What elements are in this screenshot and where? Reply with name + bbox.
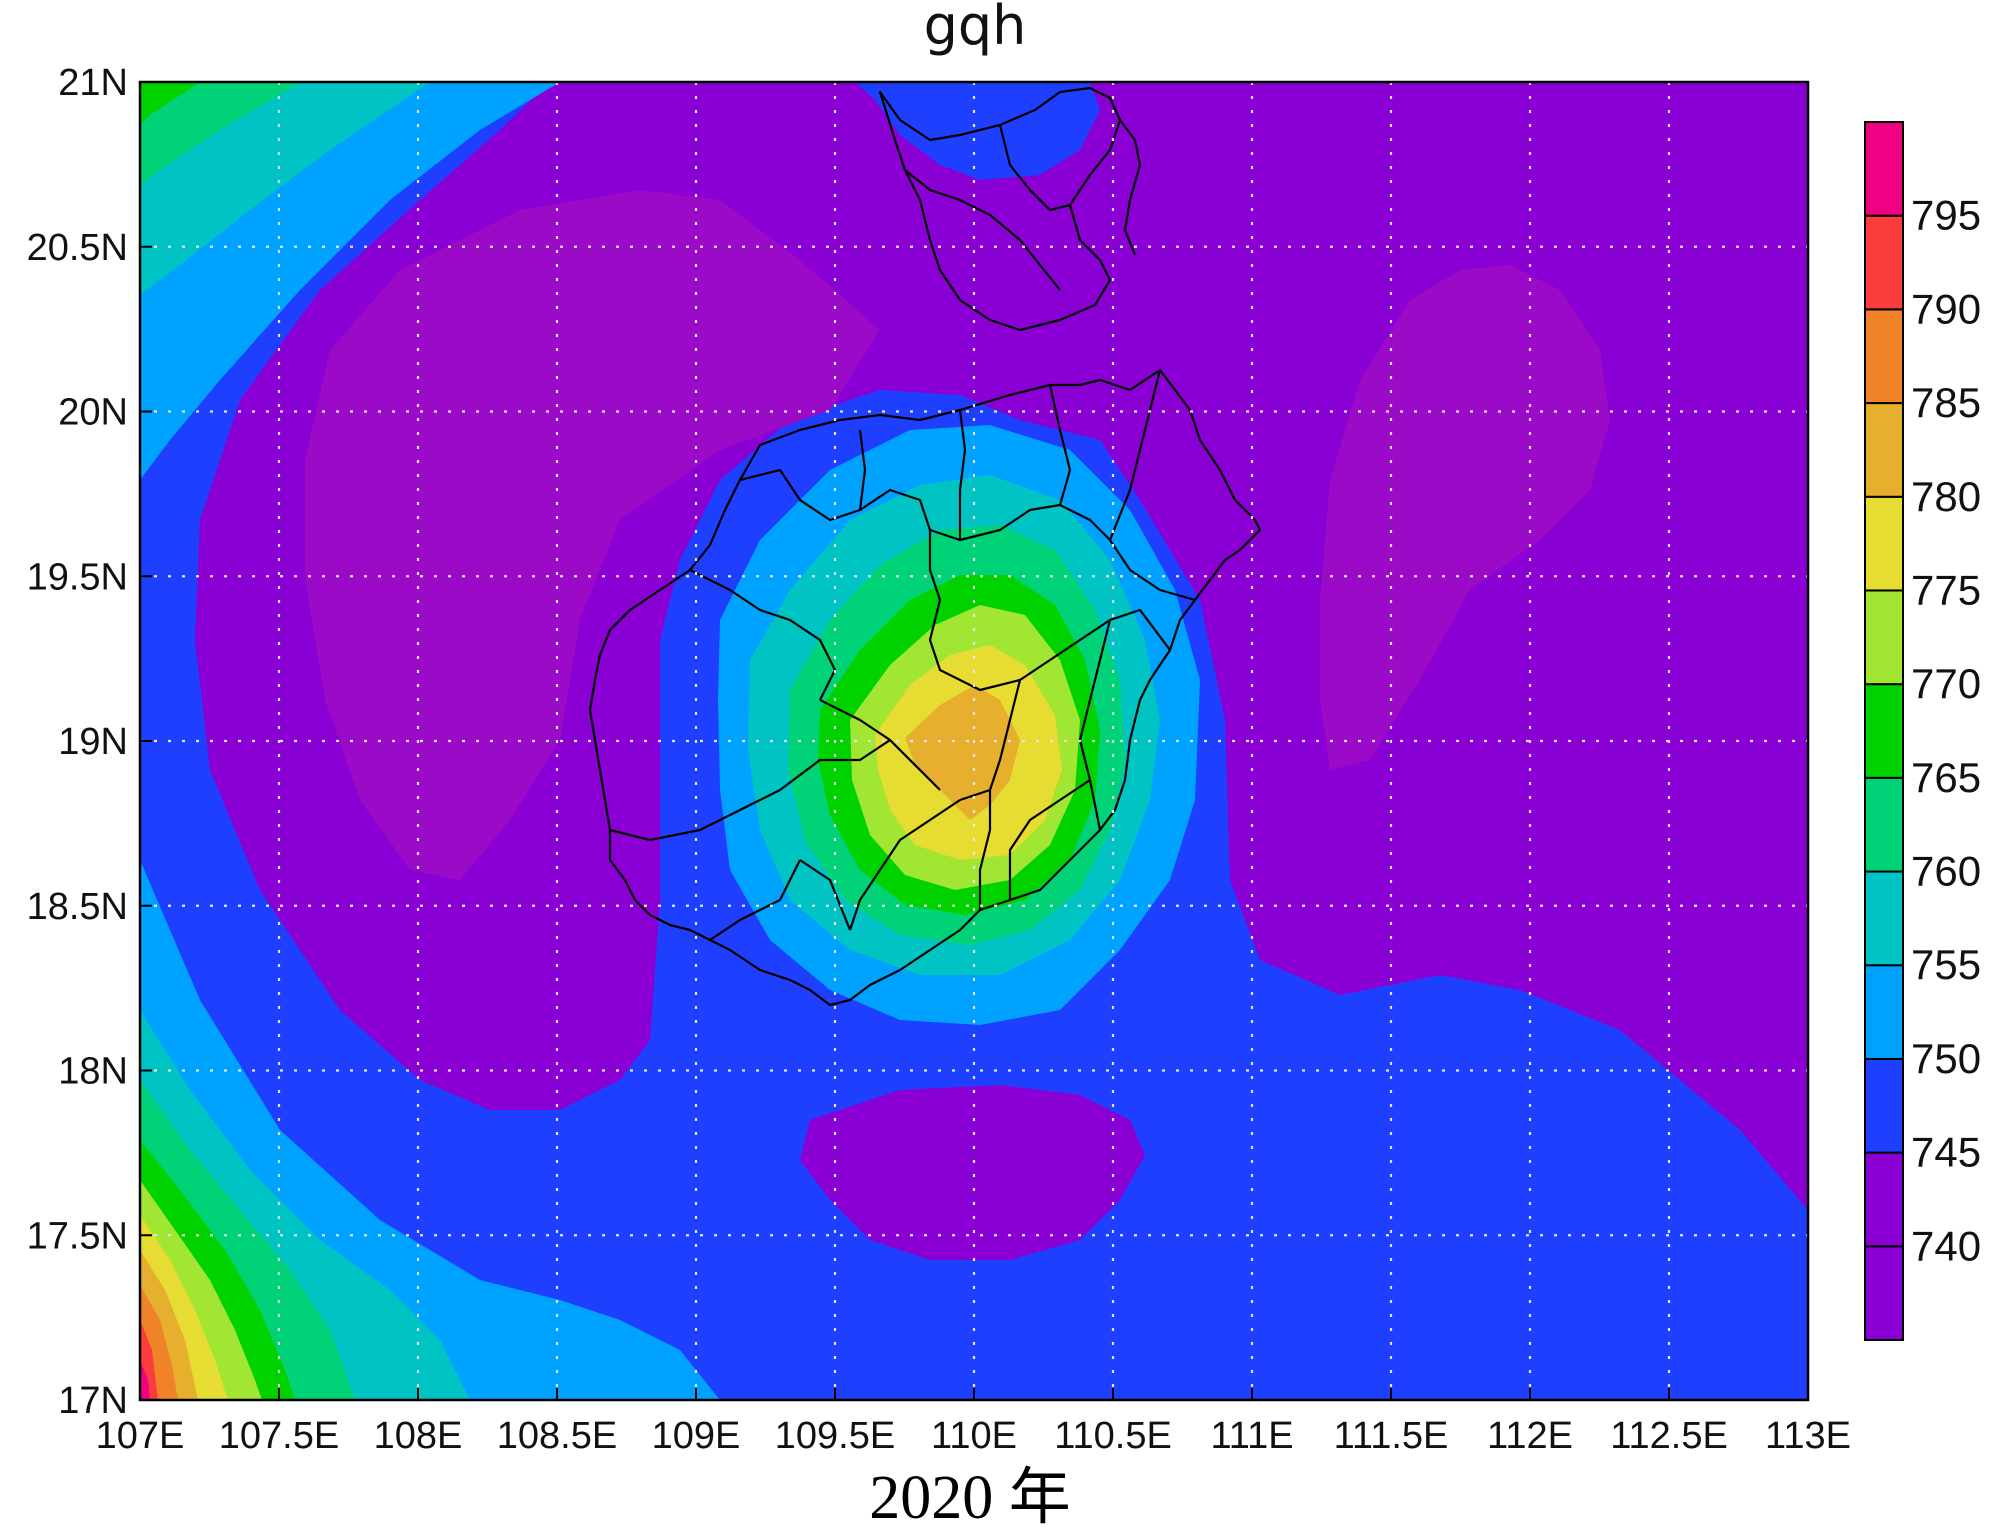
lon-tick-label: 113E — [1765, 1415, 1851, 1457]
lon-tick-label: 107.5E — [219, 1415, 339, 1457]
lat-tick-label: 20N — [58, 392, 128, 434]
colorbar-label: 740 — [1911, 1222, 1981, 1269]
colorbar-swatch — [1864, 1057, 1904, 1154]
hainan-boundary-r — [709, 859, 801, 941]
colorbar-swatch — [1864, 776, 1904, 873]
colorbar-label: 780 — [1911, 473, 1981, 520]
hainan-boundary-b — [858, 429, 867, 511]
leizhou-coast — [878, 86, 1122, 332]
lat-tick-label: 18.5N — [27, 886, 128, 928]
colorbar-swatch — [1864, 589, 1904, 686]
lat-tick-label: 17N — [58, 1380, 128, 1422]
longitude-axis: 107E 107.5E 108E 108.5E 109E 109.5E 110E 110.5E… — [96, 1388, 1851, 1457]
colorbar-swatch — [1864, 214, 1904, 311]
hainan-coast — [588, 368, 1262, 1007]
lat-tick-label: 21N — [58, 62, 128, 104]
contour-765-nw — [140, 82, 200, 125]
colorbar-label: 795 — [1911, 192, 1981, 239]
hainan-boundary-h — [928, 530, 1051, 692]
colorbar-label: 745 — [1911, 1129, 1981, 1176]
hainan-boundary-f — [1109, 539, 1196, 602]
lon-tick-label: 111.5E — [1334, 1415, 1449, 1457]
hainan-boundary-m — [609, 739, 891, 842]
colorbar-swatch — [1864, 870, 1904, 967]
colorbar-label: 770 — [1911, 660, 1981, 707]
hainan-boundary-d — [1048, 384, 1072, 506]
coastline-boundaries — [588, 86, 1262, 1007]
hainan-boundary-c — [958, 409, 967, 540]
colorbar-swatch — [1864, 308, 1904, 405]
hainan-boundary-p — [1008, 779, 1091, 900]
hainan-boundary-e — [1108, 369, 1162, 541]
hainan-boundary-q — [799, 859, 852, 931]
lon-tick-label: 109E — [652, 1415, 741, 1457]
contour-795-sw — [140, 1360, 150, 1400]
lon-tick-label: 107E — [96, 1415, 185, 1457]
colorbar-swatch — [1864, 1151, 1904, 1248]
lat-tick-label: 19N — [58, 721, 128, 763]
hainan-boundary-k — [959, 679, 1022, 802]
contour-755-nw — [140, 82, 430, 295]
colorbar-label: 775 — [1911, 566, 1981, 613]
lon-tick-label: 112E — [1487, 1415, 1573, 1457]
contour-740-south — [800, 1085, 1145, 1260]
lat-tick-label: 17.5N — [27, 1215, 128, 1257]
hainan-boundary-o — [978, 790, 992, 910]
colorbar-label: 790 — [1911, 285, 1981, 332]
lon-tick-label: 111E — [1210, 1415, 1293, 1457]
hainan-boundary-l — [1078, 619, 1112, 831]
colorbar: 740 745 750 755 760 765 770 775 780 785 790 795 — [1864, 121, 1981, 1342]
lat-tick-label: 20.5N — [27, 227, 128, 269]
contour-735-east — [1320, 265, 1610, 770]
colorbar-label: 750 — [1911, 1035, 1981, 1082]
latitude-axis: 17N 17.5N 18N 18.5N 19N 19.5N 20N 20.5N 21N — [27, 62, 152, 1422]
colorbar-swatch — [1864, 121, 1904, 217]
colorbar-label: 785 — [1911, 379, 1981, 426]
map-title: gqh — [924, 0, 1027, 57]
lon-tick-label: 108.5E — [497, 1415, 617, 1457]
hainan-boundary-a — [739, 468, 1111, 542]
colorbar-label: 755 — [1911, 941, 1981, 988]
contour-760-nw — [140, 82, 300, 185]
contour-735-west — [305, 190, 880, 880]
colorbar-label: 760 — [1911, 848, 1981, 895]
lon-tick-label: 112.5E — [1610, 1415, 1728, 1457]
hainan-boundary-n — [848, 799, 961, 931]
colorbar-swatch — [1864, 1245, 1904, 1342]
leizhou-east-coast — [1119, 119, 1142, 256]
colorbar-label: 765 — [1911, 754, 1981, 801]
graticule — [140, 82, 1808, 1400]
lat-tick-label: 19.5N — [27, 556, 128, 598]
colorbar-swatch — [1864, 495, 1904, 592]
lon-tick-label: 109.5E — [775, 1415, 895, 1457]
lon-tick-label: 110.5E — [1054, 1415, 1172, 1457]
lat-tick-label: 18N — [58, 1051, 128, 1093]
colorbar-swatch — [1864, 683, 1904, 779]
lon-tick-label: 108E — [374, 1415, 463, 1457]
leizhou-inner-boundary-2 — [904, 169, 1061, 291]
leizhou-inner-boundary — [998, 124, 1071, 212]
colorbar-swatch — [1864, 964, 1904, 1060]
year-caption: 2020 年 — [869, 1464, 1071, 1531]
contour-field — [140, 82, 1808, 1400]
colorbar-swatch — [1864, 402, 1904, 498]
lon-tick-label: 110E — [931, 1415, 1017, 1457]
